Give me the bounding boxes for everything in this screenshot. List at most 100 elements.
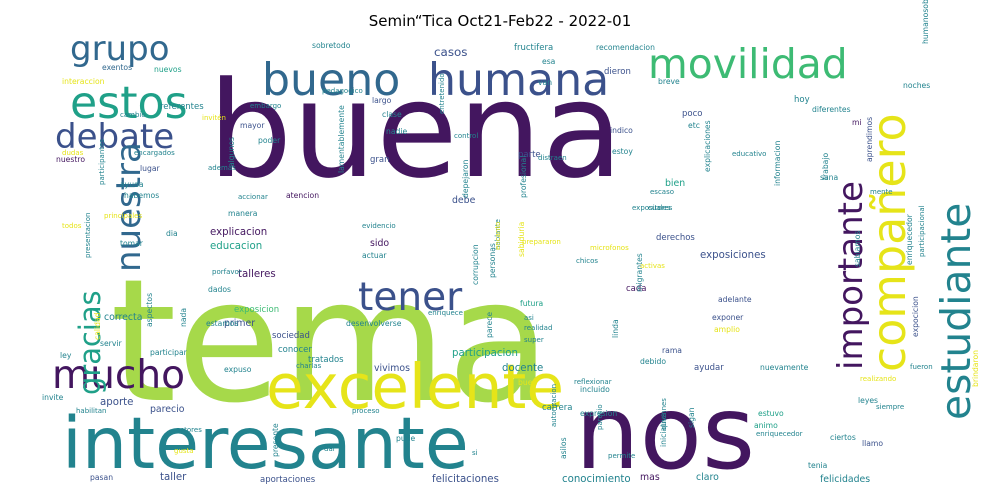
word-nuestra: nuestra <box>109 142 149 272</box>
word-docente: docente <box>502 363 543 374</box>
word-mente: mente <box>870 188 893 196</box>
word-mucho: mucho <box>52 353 185 398</box>
word-gracias: gracias <box>73 290 107 395</box>
word-reflexionar: reflexionar <box>574 378 612 386</box>
word-excelente: excelente <box>266 352 564 423</box>
word-estudiante: estudiante <box>932 203 980 420</box>
word-estamos: estamos <box>206 319 238 328</box>
word-parecio: parecio <box>150 404 185 415</box>
word-realizando: realizando <box>860 375 896 383</box>
word-gran: gran <box>370 155 390 165</box>
word-participantes: participantes <box>98 139 106 185</box>
word-control: control <box>454 132 478 140</box>
word-cada: cada <box>626 284 647 294</box>
word-largo: largo <box>372 96 392 105</box>
word-atencion: atencion <box>286 191 319 200</box>
word-embargo: embargo <box>250 102 281 110</box>
word-invitén: invitén <box>202 114 226 122</box>
word-proceso: proceso <box>352 407 380 415</box>
word-grupo: grupo <box>70 29 170 69</box>
word-felicitaciones: felicitaciones <box>432 474 499 485</box>
word-asi: asi <box>524 314 534 322</box>
word-movilidad: movilidad <box>648 40 848 88</box>
word-exponer: exponer <box>712 313 744 322</box>
word-humanosobre: humanosobre <box>921 0 930 44</box>
word-dieron: dieron <box>604 67 631 77</box>
word-tener: tener <box>358 275 463 320</box>
word-parece: parece <box>485 312 494 338</box>
word-entretenido: entretenido <box>438 73 446 114</box>
word-dia: dia <box>166 229 178 238</box>
word-permite: permite <box>608 452 635 460</box>
word-indico: indico <box>610 126 633 135</box>
word-leyes: leyes <box>858 396 878 405</box>
word-personas: personas <box>488 243 497 278</box>
word-tratados: tratados <box>308 355 344 365</box>
word-pedagogico: pedagogico <box>322 87 363 95</box>
word-derechos: derechos <box>656 233 695 243</box>
word-presente: presente <box>271 423 280 457</box>
word-chicos: chicos <box>576 257 598 265</box>
word-accionar: accionar <box>238 193 268 201</box>
word-escaso: escaso <box>650 188 674 196</box>
word-conocimiento: conocimiento <box>562 474 631 485</box>
word-explicacion: explicacion <box>210 227 267 238</box>
word-nuevamente: nuevamente <box>760 363 809 372</box>
word-felicidades: felicidades <box>820 474 870 485</box>
word-migrantes: migrantes <box>635 253 644 292</box>
word-bien: bien <box>665 178 685 189</box>
word-sigan: sigan <box>687 407 696 428</box>
word-encanto: encanto <box>494 222 502 250</box>
word-ayuda: ayuda <box>120 180 144 189</box>
word-poder: poder <box>258 136 281 145</box>
word-presentacion: presentacion <box>84 213 92 258</box>
word-casos: casos <box>434 45 468 59</box>
word-principales: principales <box>104 212 142 220</box>
word-llamo: llamo <box>862 439 883 448</box>
word-animo: animo <box>754 421 778 430</box>
word-talleres: talleres <box>238 269 276 280</box>
word-autorizacion: autorizacion <box>550 384 558 427</box>
word-enriquece: enriquece <box>428 309 463 317</box>
word-manera: manera <box>228 209 258 218</box>
word-ley: ley <box>60 351 72 360</box>
word-nadie: nadie <box>386 127 407 136</box>
word-servir: servir <box>100 339 122 348</box>
word-porfavor: porfavor <box>212 268 242 276</box>
word-sabiamos: sabiamos <box>853 231 862 267</box>
word-enriquecedor: enriquecedor <box>905 213 914 265</box>
word-interesante: interesante <box>62 402 469 485</box>
word-distraen: distraen <box>538 154 567 162</box>
word-aporte: aporte <box>100 397 133 408</box>
word-cuales: cuales <box>648 204 671 212</box>
word-breve: breve <box>658 77 680 86</box>
word-nos: nos <box>575 374 755 493</box>
word-todos: todos <box>62 222 82 230</box>
word-depejaron: depejaron <box>461 159 470 198</box>
word-actores: actores <box>176 426 202 434</box>
word-brindaron: brindaron <box>971 350 980 387</box>
word-referentes: referentes <box>160 102 204 112</box>
word-importante: importante <box>831 181 871 370</box>
word-aportaciones: aportaciones <box>260 475 316 485</box>
word-enriquecedor: enriquecedor <box>756 430 803 438</box>
word-nuestro: nuestro <box>56 155 85 164</box>
word-debate: debate <box>55 117 174 157</box>
word-dar: dar <box>324 445 336 453</box>
word-mas: mas <box>640 472 660 483</box>
word-expositores: expositores <box>632 204 673 212</box>
word-debe: debe <box>452 195 476 206</box>
word-lamentablemente: lamentablemente <box>337 105 346 173</box>
word-mi: mi <box>852 118 862 127</box>
word-diferentes: diferentes <box>812 105 851 114</box>
word-mayor: mayor <box>240 121 265 130</box>
word-taller: taller <box>160 472 187 483</box>
word-actuar: actuar <box>362 251 387 260</box>
word-expresion: expresion <box>580 409 617 418</box>
word-fructifera: fructifera <box>514 43 553 53</box>
word-rama: rama <box>662 346 682 355</box>
word-noches: noches <box>903 81 930 90</box>
word-etc: etc <box>688 121 700 130</box>
word-clase: clase <box>382 110 402 119</box>
